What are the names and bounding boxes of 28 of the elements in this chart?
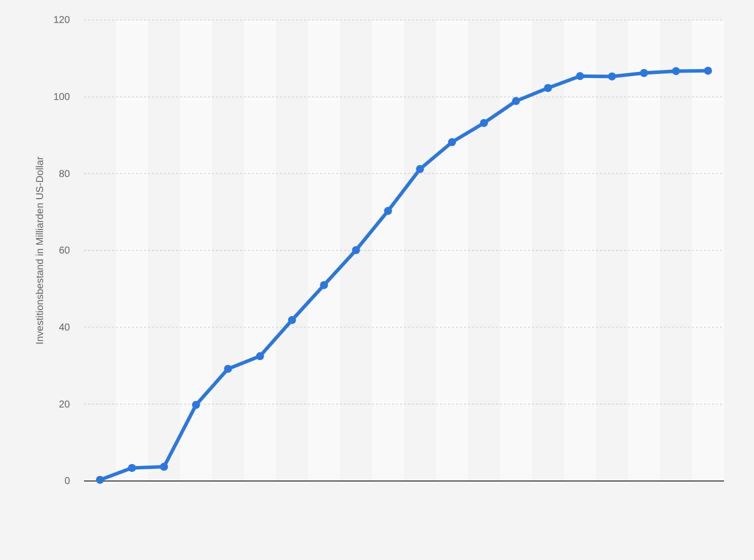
point bbox=[480, 118, 488, 127]
point bbox=[288, 316, 296, 324]
point bbox=[640, 69, 648, 78]
point bbox=[160, 462, 168, 471]
y-tick-label: 100 bbox=[53, 92, 70, 104]
point bbox=[576, 72, 584, 80]
point bbox=[96, 476, 104, 484]
point bbox=[704, 66, 712, 75]
point bbox=[192, 400, 200, 409]
point bbox=[384, 206, 392, 215]
point bbox=[608, 72, 616, 80]
y-tick-label: 0 bbox=[64, 476, 70, 488]
y-tick-label: 20 bbox=[58, 399, 70, 410]
y-tick-label: 40 bbox=[58, 322, 70, 334]
point bbox=[224, 364, 232, 373]
point bbox=[352, 246, 360, 254]
point bbox=[512, 97, 520, 106]
point bbox=[128, 464, 136, 472]
y-tick-label: 120 bbox=[53, 15, 70, 26]
point bbox=[672, 67, 680, 76]
y-axis-title: Investitionsbestand in Milliarden US-Dollar bbox=[35, 156, 46, 344]
point bbox=[416, 165, 424, 174]
point bbox=[256, 352, 264, 360]
y-tick-label: 80 bbox=[58, 168, 70, 180]
y-tick-label: 60 bbox=[58, 246, 70, 257]
point bbox=[544, 84, 552, 92]
point bbox=[448, 138, 456, 146]
point bbox=[320, 281, 328, 290]
